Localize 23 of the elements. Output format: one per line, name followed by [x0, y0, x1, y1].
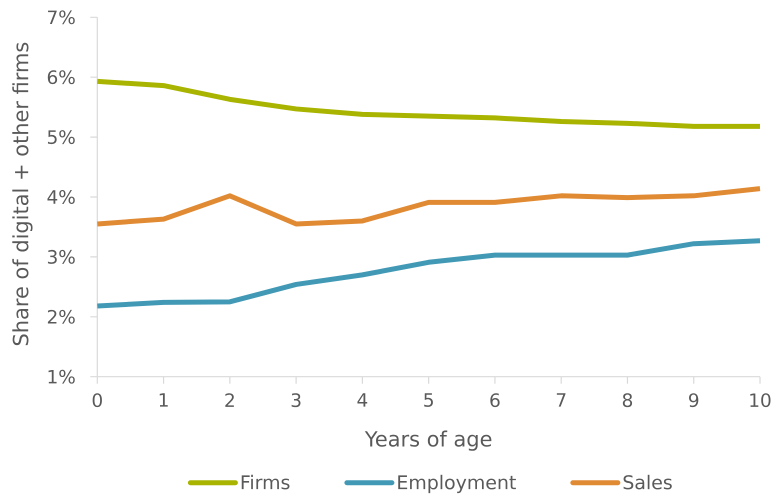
legend-label: Firms — [242, 474, 290, 490]
x-tick-label: 3 — [292, 393, 300, 408]
y-tick-label: 5% — [48, 130, 75, 144]
x-tick-label: 2 — [225, 393, 234, 407]
y-tick-label: 6% — [48, 70, 75, 84]
x-tick-label: 5 — [424, 393, 433, 407]
legend-label: Employment — [398, 474, 516, 494]
x-tick-label: 0 — [92, 393, 102, 408]
y-tick-label: 1% — [48, 370, 75, 384]
y-axis-title: Share of digital + other firms — [12, 42, 33, 346]
x-tick-label: 10 — [750, 393, 771, 408]
y-tick-label: 3% — [48, 250, 75, 264]
x-tick-label: 8 — [622, 393, 632, 408]
y-tick-label: 7% — [48, 10, 75, 24]
x-tick-label: 4 — [357, 393, 368, 407]
legend-label: Sales — [624, 474, 672, 490]
y-tick-label: 2% — [48, 310, 75, 324]
x-tick-label: 7 — [556, 393, 566, 407]
x-tick-label: 1 — [160, 393, 168, 407]
x-tick-label: 6 — [490, 393, 500, 408]
x-axis-title: Years of age — [364, 430, 492, 451]
x-tick-label: 9 — [689, 393, 698, 408]
y-tick-label: 4% — [47, 190, 75, 204]
